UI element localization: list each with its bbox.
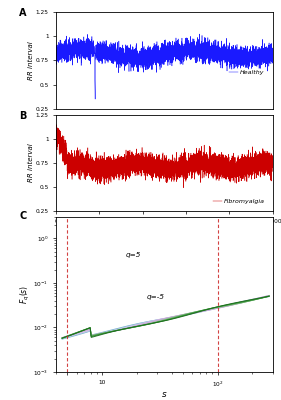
Y-axis label: RR interval: RR interval [28,144,34,182]
Text: q=5: q=5 [125,252,141,258]
X-axis label: Beat number: Beat number [139,224,189,233]
Y-axis label: $F_q(s)$: $F_q(s)$ [19,285,32,304]
Text: B: B [19,111,27,121]
Text: A: A [19,8,27,18]
Y-axis label: RR interval: RR interval [28,41,34,80]
Legend: Healthy: Healthy [226,67,267,77]
Text: q=-5: q=-5 [147,294,165,300]
Legend: Fibromyalgia: Fibromyalgia [210,196,267,206]
Text: C: C [19,211,27,221]
X-axis label: s: s [162,390,167,399]
